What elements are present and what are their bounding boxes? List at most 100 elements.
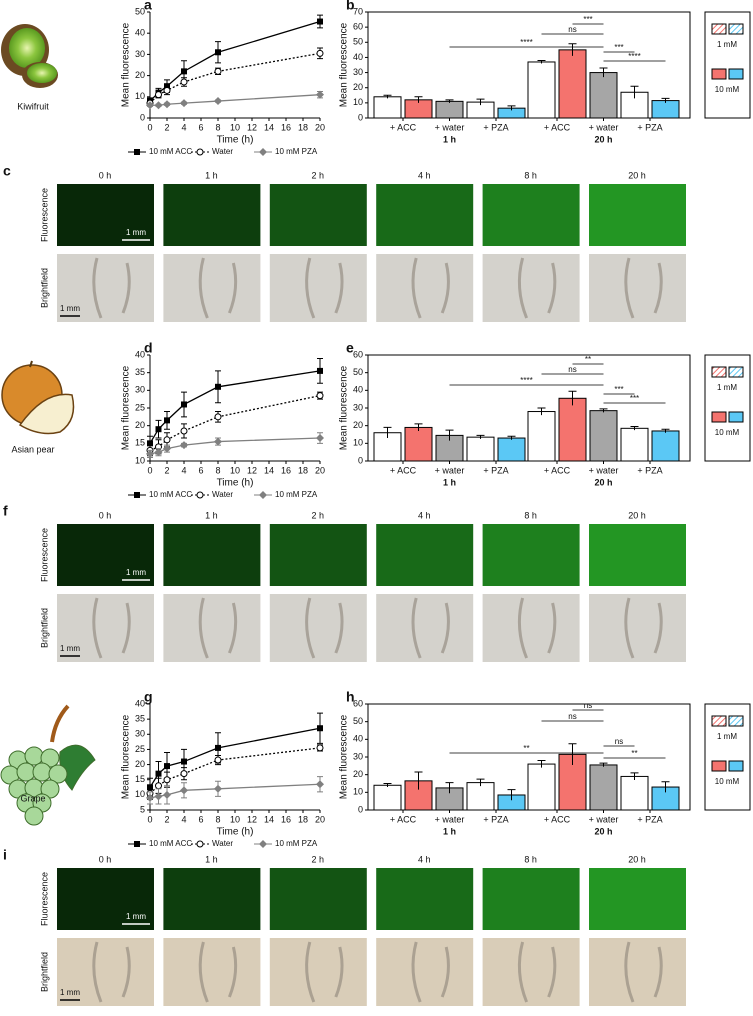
pear-icon (1, 360, 75, 435)
error-bar (414, 771, 423, 790)
fruit-name: Kiwifruit (17, 101, 49, 111)
significance-label: ** (585, 355, 591, 364)
fluorescence-image (163, 524, 261, 586)
y-tick-label: 50 (135, 6, 145, 16)
x-tick-label: 2 (164, 122, 169, 132)
category-label: + ACC (544, 814, 571, 824)
x-tick-label: 14 (264, 122, 274, 132)
marker (317, 725, 323, 732)
group-label: 1 h (443, 477, 456, 487)
y-tick-label: 10 (353, 787, 363, 797)
marker (316, 434, 324, 443)
panel-letter: f (3, 503, 8, 519)
category-label: + PZA (483, 814, 508, 824)
y-tick-label: 0 (358, 804, 363, 814)
marker (181, 68, 187, 75)
error-bar (445, 99, 454, 103)
error-bar (507, 105, 516, 111)
marker (164, 417, 170, 424)
marker (146, 449, 154, 458)
brightfield-texture (305, 597, 344, 659)
marker (181, 758, 187, 765)
legend-swatch (728, 366, 744, 378)
fruit-name: Asian pear (11, 444, 54, 454)
fluorescence-image (482, 524, 580, 586)
brightfield-texture (517, 597, 557, 659)
marker (154, 101, 163, 110)
marker (164, 763, 170, 770)
y-axis-title: Mean fluorescence (339, 714, 350, 799)
marker (214, 413, 222, 421)
brightfield-image (376, 594, 474, 662)
legend-label: Water (212, 490, 233, 499)
x-tick-label: 0 (147, 465, 152, 475)
panel-letter: g (144, 689, 153, 705)
marker (180, 441, 188, 450)
x-tick-label: 12 (247, 122, 257, 132)
significance-label: **** (520, 376, 532, 385)
time-label: 1 h (205, 510, 218, 520)
error-bar (476, 434, 485, 439)
category-label: + water (589, 814, 619, 824)
marker (163, 86, 171, 94)
bar (558, 49, 587, 119)
y-tick-label: 20 (353, 82, 363, 92)
scale-bar-label: 1 mm (126, 568, 146, 577)
significance-label: ** (631, 749, 637, 758)
category-label: + ACC (390, 122, 417, 132)
scale-bar-label: 1 mm (60, 988, 80, 997)
error-bar (507, 435, 516, 440)
fluorescence-image (589, 184, 686, 246)
marker (215, 383, 221, 390)
bar (497, 437, 526, 462)
bar (527, 411, 556, 462)
y-tick-label: 50 (353, 367, 363, 377)
legend-swatch (711, 23, 727, 35)
bar (527, 763, 556, 811)
x-tick-label: 18 (298, 814, 308, 824)
brightfield-image (269, 938, 367, 1006)
bar (404, 426, 433, 462)
marker (214, 97, 222, 106)
category-label: + PZA (483, 465, 508, 475)
legend-marker (196, 148, 204, 156)
error-bar (630, 772, 639, 780)
panel-letter: d (144, 340, 153, 356)
brightfield-image (589, 594, 686, 662)
x-tick-label: 6 (198, 814, 203, 824)
fluorescence-image (589, 524, 686, 586)
y-tick-label: 20 (353, 769, 363, 779)
legend-swatch (728, 68, 744, 80)
x-tick-label: 16 (281, 465, 291, 475)
time-label: 1 h (205, 170, 218, 180)
x-tick-label: 20 (315, 814, 325, 824)
y-tick-label: 70 (353, 6, 363, 16)
bar (466, 782, 495, 811)
brightfield-image (57, 594, 154, 662)
brightfield-texture (411, 941, 450, 1003)
y-tick-label: 25 (135, 744, 145, 754)
row-label: Fluorescence (39, 528, 49, 582)
panel-letter: h (346, 689, 355, 705)
y-tick-label: 40 (135, 698, 145, 708)
category-label: + water (435, 122, 465, 132)
marker (180, 786, 188, 795)
bar (558, 397, 587, 462)
category-label: + water (435, 465, 465, 475)
y-tick-label: 40 (135, 349, 145, 359)
y-axis-title: Mean fluorescence (121, 714, 132, 799)
legend-swatch (728, 760, 744, 772)
error-bar (445, 782, 454, 794)
legend-label: 10 mM ACC (149, 839, 192, 848)
y-axis-title: Mean fluorescence (121, 22, 132, 107)
x-tick-label: 12 (247, 465, 257, 475)
significance-label: *** (614, 43, 623, 52)
scale-bar-label: 1 mm (126, 228, 146, 237)
x-tick-label: 0 (147, 122, 152, 132)
legend-label: 10 mM PZA (275, 147, 318, 156)
y-tick-label: 35 (135, 367, 145, 377)
error-bar (661, 781, 670, 793)
legend-label: Water (212, 147, 233, 156)
legend-swatch (711, 366, 727, 378)
bar (589, 764, 618, 811)
